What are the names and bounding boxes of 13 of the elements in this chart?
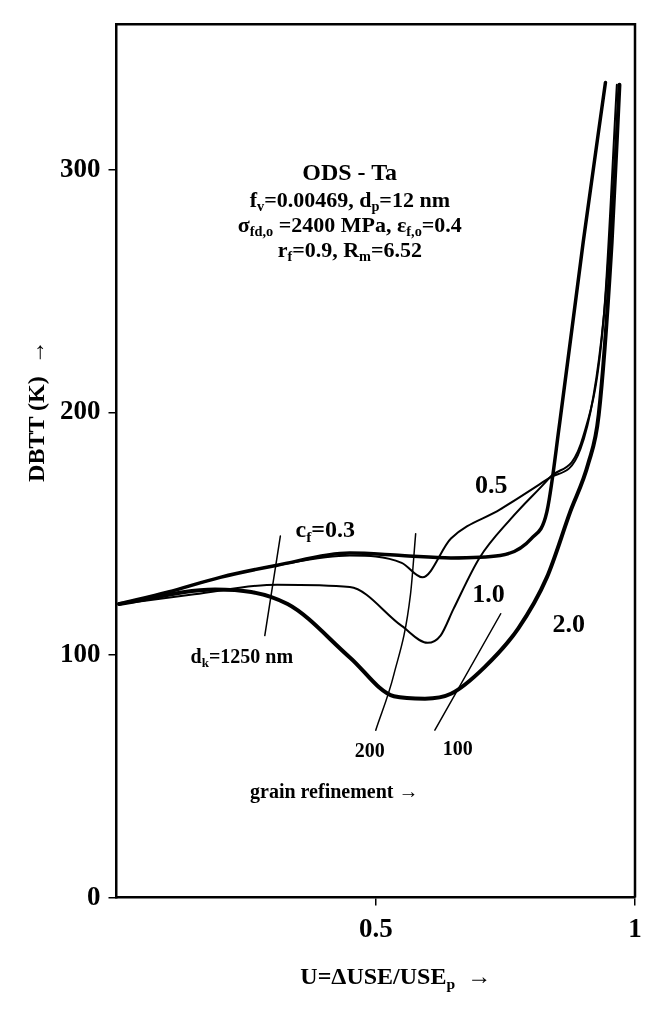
- series-label: 0.5: [474, 470, 508, 500]
- series-label: 2.0: [552, 609, 586, 639]
- y-tick-label: 200: [60, 395, 101, 426]
- x-tick-label: 1: [628, 912, 642, 943]
- y-tick-label: 300: [60, 152, 101, 183]
- series-label: 200: [354, 739, 385, 762]
- y-axis-title: DBTT (K) →: [23, 340, 50, 482]
- y-tick-label: 100: [60, 637, 101, 668]
- series-label: 100: [442, 737, 473, 760]
- text: ODS - Ta: [302, 159, 397, 186]
- series-label: 1.0: [472, 578, 505, 608]
- annotation: grain refinement →: [250, 779, 419, 803]
- y-tick-label: 0: [87, 880, 101, 911]
